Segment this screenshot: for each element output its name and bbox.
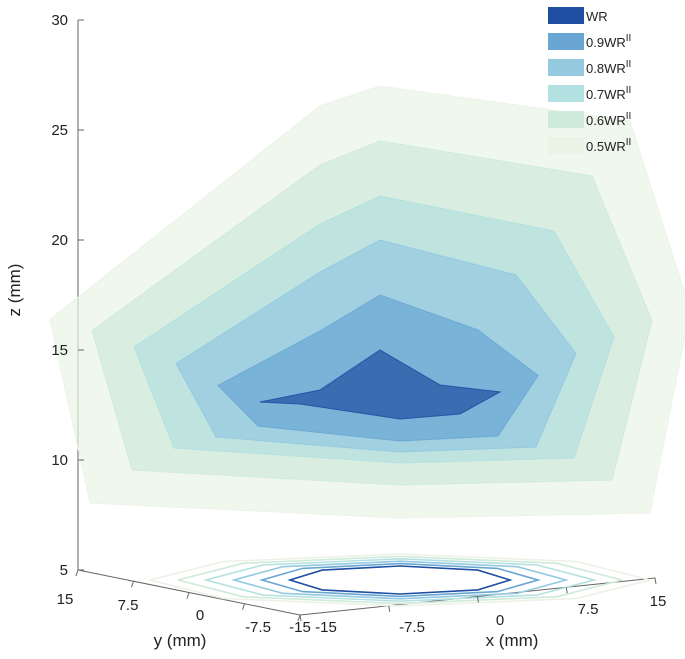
y-tick-mark (75, 569, 79, 577)
x-tick-label: 0 (496, 612, 504, 629)
x-tick-mark (299, 614, 302, 622)
y-tick-label: 15 (57, 591, 74, 608)
y-tick-label: 7.5 (118, 597, 139, 614)
legend-label-text: 0.7WR (586, 87, 626, 102)
z-axis-label: z (mm) (5, 264, 24, 317)
legend-label-wr: WR (586, 9, 608, 24)
z-tick-label: 10 (51, 452, 68, 469)
legend-label-superscript: II (626, 137, 632, 148)
y-tick-label: 0 (196, 607, 204, 624)
z-tick-label: 15 (51, 342, 68, 359)
legend-label-text: 0.5WR (586, 139, 626, 154)
x-tick-mark (654, 577, 657, 585)
legend-label-s06: 0.6WRII (586, 111, 631, 128)
y-tick-label: -15 (289, 619, 311, 636)
z-tick-label: 30 (51, 12, 68, 29)
x-ticks: -15 -7.5 0 7.5 15 (299, 577, 667, 636)
contour-s09 (259, 562, 541, 598)
legend-label-s07: 0.7WRII (586, 85, 631, 102)
x-tick-label: -7.5 (399, 619, 425, 636)
z-ticks: 5 10 15 20 25 30 (51, 12, 84, 579)
legend-label-superscript: II (626, 111, 632, 122)
x-tick-mark (477, 596, 479, 603)
x-tick-mark (565, 587, 568, 594)
contour-s07 (202, 557, 598, 603)
floor-contours (149, 553, 651, 607)
legend-swatch-s05 (548, 137, 584, 154)
contour-s06 (177, 555, 623, 605)
legend-label-superscript: II (626, 59, 632, 70)
legend-label-text: WR (586, 9, 608, 24)
x-tick-label: 15 (650, 593, 667, 610)
x-tick-label: 7.5 (578, 601, 599, 618)
legend-label-text: 0.6WR (586, 113, 626, 128)
y-tick-mark (242, 603, 245, 610)
legend-label-s09: 0.9WRII (586, 33, 631, 50)
y-tick-mark (186, 592, 190, 599)
legend-swatch-s09 (548, 33, 584, 50)
legend-swatch-s08 (548, 59, 584, 76)
legend-label-superscript: II (626, 33, 632, 44)
legend-swatch-s07 (548, 85, 584, 102)
contour-wr (287, 565, 513, 595)
legend-label-s05: 0.5WRII (586, 137, 631, 154)
x-tick-mark (388, 605, 391, 612)
legend-label-superscript: II (626, 85, 632, 96)
z-tick-label: 25 (51, 122, 68, 139)
legend-label-text: 0.8WR (586, 61, 626, 76)
legend-swatch-s06 (548, 111, 584, 128)
z-tick-label: 20 (51, 232, 68, 249)
legend-label-s08: 0.8WRII (586, 59, 631, 76)
legend-swatch-wr (548, 7, 584, 24)
y-tick-label: -7.5 (245, 619, 271, 636)
x-axis-label: x (mm) (486, 631, 539, 650)
contour-s08 (230, 560, 570, 600)
z-tick-label: 5 (60, 562, 68, 579)
y-ticks: 15 7.5 0 -7.5 -15 (57, 569, 311, 636)
x-tick-label: -15 (315, 619, 337, 636)
surface-wr (259, 349, 502, 420)
legend-label-text: 0.9WR (586, 35, 626, 50)
y-tick-mark (131, 581, 134, 588)
surface-layers (49, 85, 685, 519)
contour-s05 (149, 553, 651, 607)
y-axis-label: y (mm) (154, 631, 207, 650)
